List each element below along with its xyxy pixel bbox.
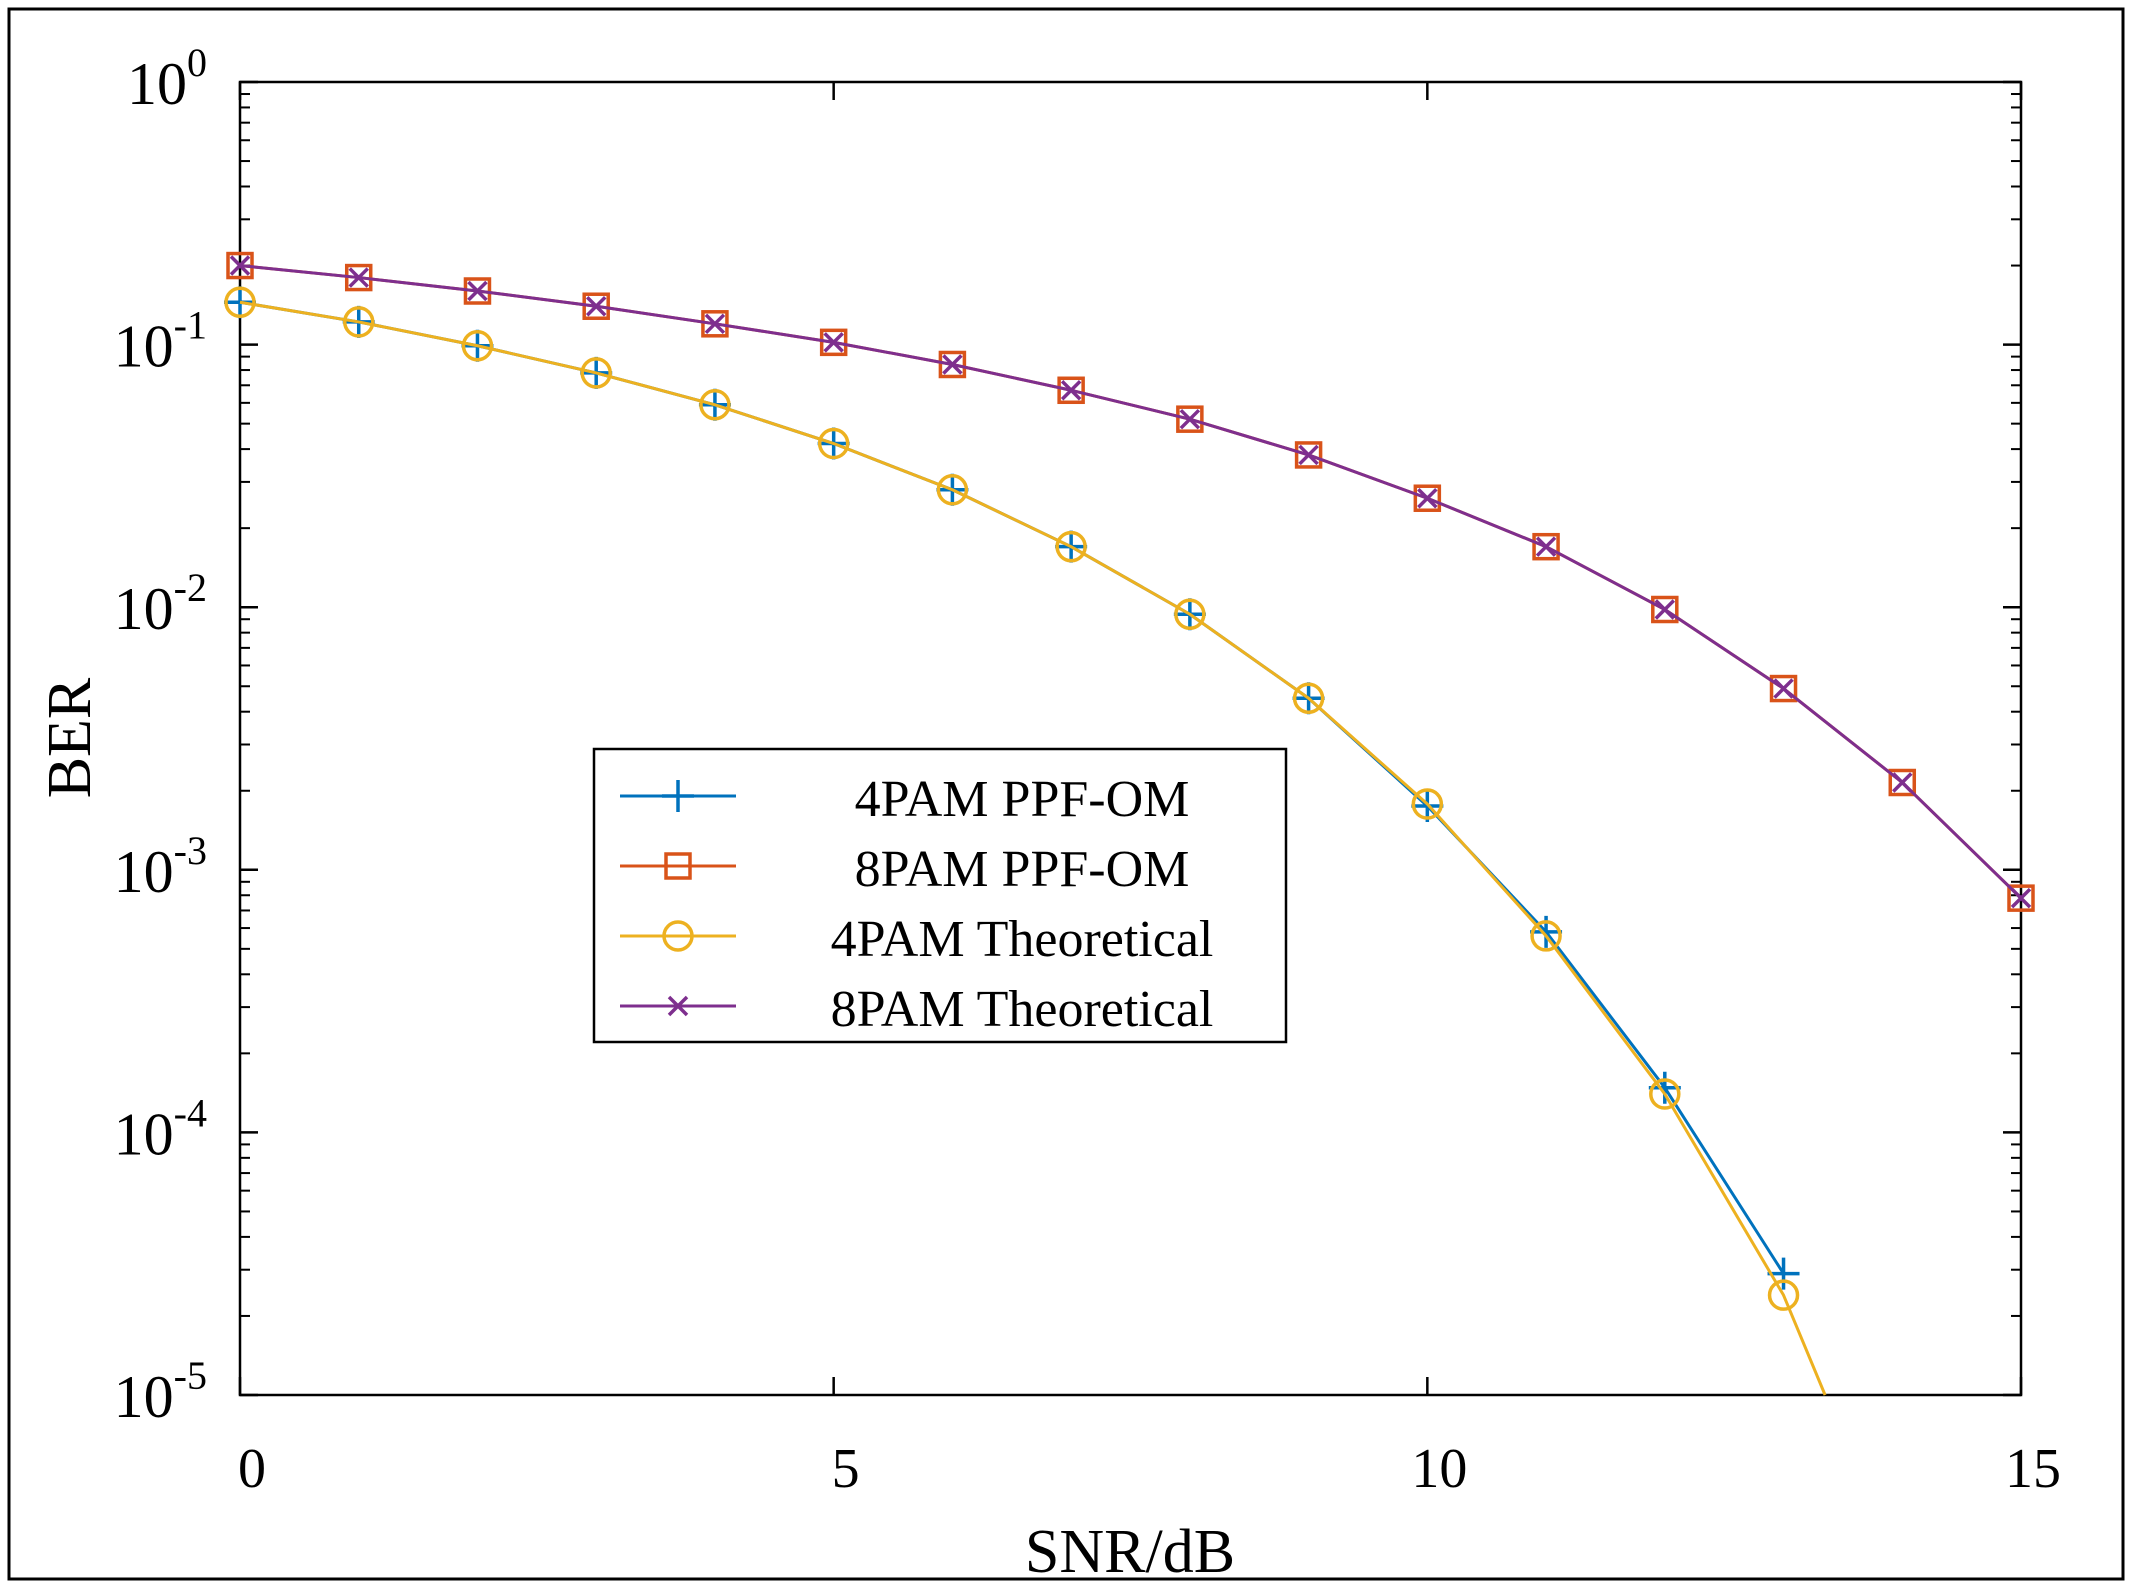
y-tick-label: 10-3 — [114, 828, 207, 905]
data-point-marker — [1892, 772, 1913, 793]
data-point-marker — [348, 267, 369, 288]
y-tick-label: 10-4 — [114, 1090, 207, 1167]
data-point-marker — [1773, 678, 1794, 699]
data-point-marker — [1535, 536, 1557, 557]
data-point-marker — [1298, 444, 1319, 466]
y-tick-label: 10-2 — [114, 565, 207, 642]
data-point-marker — [1413, 484, 1442, 512]
data-point-marker — [1411, 788, 1444, 820]
legend-marker — [667, 995, 689, 1017]
axis-ticks — [238, 80, 2023, 1397]
data-point-marker — [1649, 1078, 1681, 1110]
legend-label: 8PAM Theoretical — [831, 981, 1214, 1038]
y-axis-label: BER — [36, 677, 104, 798]
data-point-marker — [1654, 599, 1676, 620]
data-point-marker — [342, 306, 375, 338]
y-tick-exponent: -2 — [174, 565, 207, 610]
legend: 4PAM PPF-OM 8PAM PPF-OM 4PAM Theoretical 8P… — [592, 747, 1288, 1044]
data-point-marker — [2010, 887, 2032, 909]
legend-marker — [662, 780, 694, 812]
legend-marker — [662, 920, 694, 952]
data-point-marker — [229, 255, 251, 276]
data-point-marker — [817, 427, 850, 460]
y-tick-label: 10-5 — [114, 1353, 207, 1430]
data-point-marker — [580, 357, 612, 389]
y-tick-exponent: -3 — [174, 828, 207, 873]
y-tick-base: 10 — [114, 1101, 174, 1167]
data-point-marker — [224, 286, 256, 318]
legend-label: 4PAM Theoretical — [831, 911, 1214, 968]
data-point-marker — [1057, 376, 1085, 405]
x-tick-label: 5 — [832, 1438, 860, 1500]
x-tick-label: 10 — [1411, 1438, 1467, 1500]
y-tick-exponent: 0 — [187, 40, 207, 85]
y-tick-exponent: -5 — [174, 1353, 207, 1398]
y-tick-base: 10 — [114, 314, 174, 380]
series-layer — [224, 251, 2035, 1396]
data-point-marker — [585, 295, 607, 317]
data-point-marker — [1294, 441, 1323, 469]
data-point-marker — [936, 474, 969, 506]
series-8pam-theoretical — [229, 255, 2032, 909]
data-point-marker — [1174, 598, 1206, 631]
data-point-marker — [582, 292, 610, 320]
data-point-marker — [461, 329, 494, 362]
data-point-marker — [1055, 530, 1087, 563]
data-point-marker — [1532, 532, 1560, 561]
data-point-marker — [1060, 380, 1082, 401]
y-tick-exponent: -1 — [174, 303, 207, 348]
legend-marker — [664, 852, 692, 880]
data-point-marker — [942, 354, 963, 375]
figure-border — [7, 7, 2125, 1581]
y-tick-base: 10 — [114, 1364, 174, 1430]
legend-entry: 4PAM Theoretical — [620, 911, 1213, 968]
data-point-marker — [1530, 920, 1562, 952]
series-4pam-theoretical — [224, 286, 1827, 1396]
data-point-marker — [704, 313, 726, 335]
data-point-marker — [823, 332, 844, 353]
x-tick-label: 15 — [2005, 1438, 2061, 1500]
plot-area — [238, 80, 2023, 1397]
data-point-marker — [1176, 405, 1204, 433]
data-point-marker — [467, 280, 488, 302]
x-tick-label: 0 — [238, 1438, 266, 1500]
data-point-marker — [1417, 487, 1438, 509]
data-point-marker — [1767, 1257, 1800, 1290]
legend-box — [592, 747, 1288, 1044]
data-point-marker — [699, 389, 731, 421]
legend-entry: 8PAM Theoretical — [620, 981, 1213, 1038]
axes-box — [238, 80, 2023, 1397]
y-tick-label: 10-1 — [114, 303, 207, 380]
data-point-marker — [1769, 674, 1798, 703]
series-line — [239, 300, 1827, 1396]
legend-entry: 8PAM PPF-OM — [620, 841, 1189, 898]
y-tick-base: 10 — [114, 576, 174, 642]
y-tick-exponent: -4 — [174, 1090, 207, 1135]
data-point-marker — [1767, 1279, 1800, 1311]
series-line — [239, 264, 2023, 900]
y-tick-base: 10 — [114, 839, 174, 905]
data-point-marker — [1292, 682, 1325, 715]
y-tick-label: 100 — [127, 40, 207, 117]
legend-entry: 4PAM PPF-OM — [620, 771, 1189, 828]
legend-label: 8PAM PPF-OM — [855, 841, 1190, 898]
data-point-marker — [701, 310, 729, 338]
data-point-marker — [2007, 884, 2035, 912]
data-point-marker — [1179, 408, 1201, 430]
data-point-marker — [1888, 768, 1917, 797]
y-tick-base: 10 — [127, 51, 187, 117]
data-point-marker — [819, 328, 848, 357]
data-point-marker — [938, 350, 967, 379]
data-point-marker — [1651, 595, 1679, 624]
x-axis-label: SNR/dB — [1025, 1518, 1235, 1586]
legend-label: 4PAM PPF-OM — [855, 771, 1190, 828]
